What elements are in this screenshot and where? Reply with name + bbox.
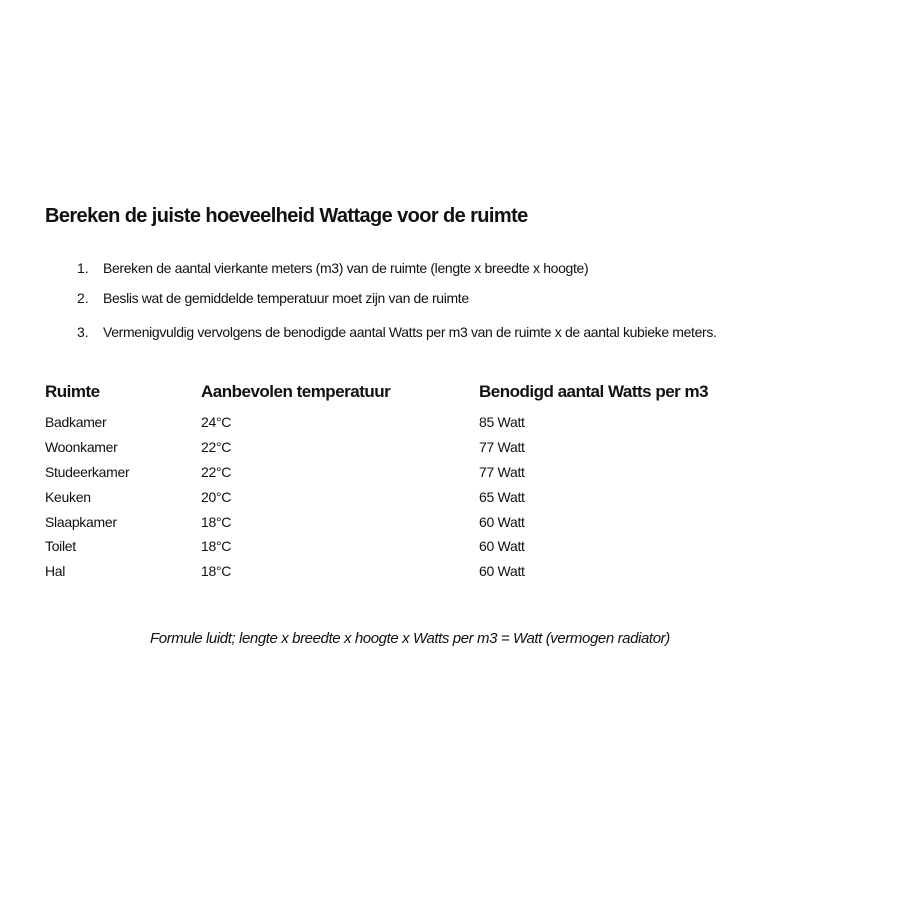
table-cell: 77 Watt	[479, 439, 525, 455]
step-text: Beslis wat de gemiddelde temperatuur moe…	[103, 290, 469, 306]
step-number: 1.	[77, 260, 89, 276]
table-cell: 65 Watt	[479, 489, 525, 505]
step-number: 2.	[77, 290, 89, 306]
table-cell: 24°C	[201, 414, 232, 430]
table-cell: 22°C	[201, 439, 232, 455]
table-cell: 20°C	[201, 489, 232, 505]
table-cell: 60 Watt	[479, 538, 525, 554]
table-cell: Slaapkamer	[45, 514, 117, 530]
table-cell: Keuken	[45, 489, 91, 505]
table-cell: Hal	[45, 563, 66, 579]
step-text: Vermenigvuldig vervolgens de benodigde a…	[103, 324, 717, 340]
table-cell: 18°C	[201, 538, 232, 554]
table-cell: 85 Watt	[479, 414, 525, 430]
formula-note: Formule luidt; lengte x breedte x hoogte…	[150, 630, 670, 647]
column-header-ruimte: Ruimte	[45, 382, 100, 401]
table-cell: Toilet	[45, 538, 76, 554]
table-cell: 22°C	[201, 464, 232, 480]
table-cell: 60 Watt	[479, 563, 525, 579]
column-header-watts: Benodigd aantal Watts per m3	[479, 382, 709, 401]
table-cell: 18°C	[201, 563, 232, 579]
step-number: 3.	[77, 324, 89, 340]
table-cell: 18°C	[201, 514, 232, 530]
step-text: Bereken de aantal vierkante meters (m3) …	[103, 260, 589, 276]
column-header-temperature: Aanbevolen temperatuur	[201, 382, 391, 401]
table-cell: Studeerkamer	[45, 464, 130, 480]
table-cell: 60 Watt	[479, 514, 525, 530]
table-cell: Badkamer	[45, 414, 107, 430]
table-cell: 77 Watt	[479, 464, 525, 480]
page-title: Bereken de juiste hoeveelheid Wattage vo…	[45, 205, 528, 227]
table-cell: Woonkamer	[45, 439, 118, 455]
